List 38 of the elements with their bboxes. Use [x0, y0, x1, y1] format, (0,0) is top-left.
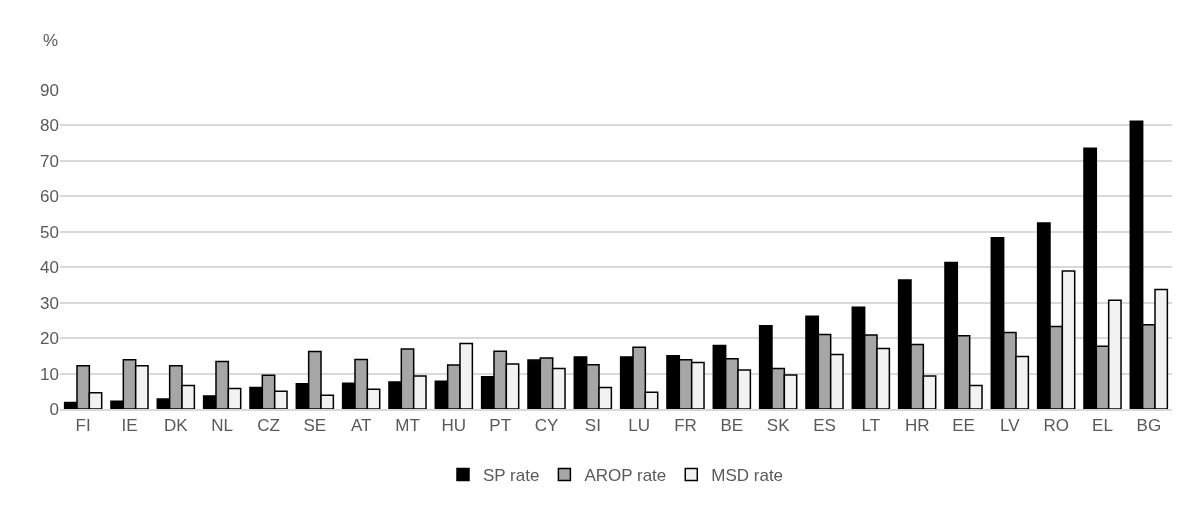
- legend-label: AROP rate: [584, 466, 667, 486]
- legend-label: SP rate: [483, 466, 540, 486]
- y-tick-label: 10: [40, 364, 59, 384]
- x-tick-label: LV: [1000, 416, 1021, 436]
- x-tick-label: DK: [164, 416, 189, 436]
- x-tick-label: SI: [584, 416, 601, 436]
- y-tick-label: 20: [40, 329, 59, 349]
- x-tick-label: BG: [1136, 416, 1162, 436]
- x-tick-label: HU: [441, 416, 467, 436]
- y-tick-label: 70: [40, 151, 59, 171]
- x-tick-label: PT: [489, 416, 512, 436]
- y-tick-label: 80: [40, 116, 59, 136]
- y-tick-label: 50: [40, 222, 59, 242]
- y-tick-label: 40: [40, 258, 59, 278]
- y-tick-label: 60: [40, 187, 59, 207]
- x-tick-label: BE: [720, 416, 744, 436]
- x-tick-label: NL: [211, 416, 234, 436]
- x-tick-label: LU: [628, 416, 651, 436]
- x-tick-label: MT: [395, 416, 420, 436]
- y-tick-label: 90: [40, 80, 59, 100]
- x-tick-label: CY: [534, 416, 559, 436]
- x-tick-label: HR: [904, 416, 930, 436]
- x-tick-label: FR: [674, 416, 697, 436]
- x-tick-label: CZ: [257, 416, 280, 436]
- x-tick-label: SK: [766, 416, 791, 436]
- x-tick-label: EE: [952, 416, 975, 436]
- x-tick-label: LT: [861, 416, 881, 436]
- y-tick-label: 0: [49, 399, 59, 419]
- x-tick-label: RO: [1043, 416, 1069, 436]
- x-tick-label: ES: [813, 416, 836, 436]
- x-tick-label: IE: [121, 416, 138, 436]
- x-tick-label: SE: [303, 416, 327, 436]
- x-tick-label: FI: [75, 416, 91, 436]
- y-axis-title: %: [43, 31, 59, 50]
- x-tick-label: EL: [1092, 416, 1113, 436]
- legend-label: MSD rate: [711, 466, 784, 486]
- y-tick-label: 30: [40, 293, 59, 313]
- x-tick-label: AT: [350, 416, 372, 436]
